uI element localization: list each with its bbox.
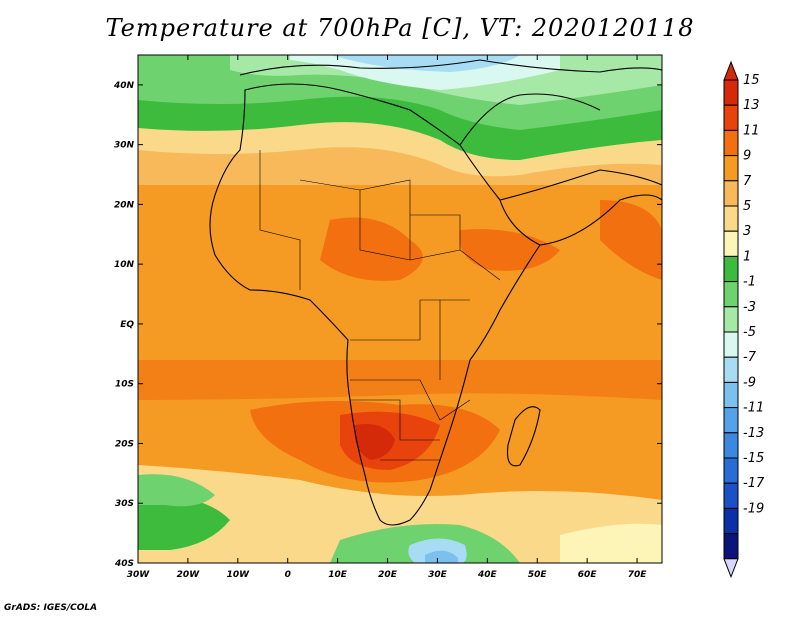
field-patch-indian-ocean-pale (560, 523, 662, 563)
lat-tick-label: 10S (115, 380, 134, 390)
colorbar-label: 13 (743, 98, 760, 113)
field-patch-south-atlantic-lightgreen (138, 474, 215, 507)
lat-tick-label: 30S (115, 499, 134, 509)
colorbar-label: -7 (743, 350, 757, 365)
lat-tick-label: 20S (115, 439, 134, 449)
colorbar-box (723, 255, 739, 283)
colorbar-box (723, 129, 739, 157)
lon-tick-label: 20E (378, 570, 398, 580)
colorbar-box (723, 155, 739, 182)
colorbar-label: -13 (743, 426, 764, 441)
colorbar-label: -17 (743, 476, 765, 491)
colorbar-label: -9 (743, 375, 756, 390)
colorbar-box (723, 407, 739, 434)
colorbar-label: 15 (743, 73, 760, 88)
lon-tick-label: 0 (285, 570, 291, 580)
colorbar-box (723, 104, 739, 131)
colorbar-label: 9 (743, 149, 751, 164)
colorbar-label: 5 (743, 199, 751, 214)
field-band-lightblue (330, 55, 520, 72)
colorbar-label: -3 (743, 300, 756, 315)
lat-tick-label: 10N (114, 260, 135, 270)
colorbar-bottom-arrow (723, 558, 739, 579)
lon-tick-label: 50E (528, 570, 548, 580)
colorbar-label: 3 (743, 224, 751, 239)
field-band-south-pale (138, 465, 662, 563)
africa-coast (209, 83, 541, 526)
colorbar-box (723, 79, 739, 106)
lat-tick-label: 40N (113, 81, 135, 91)
lat-tick-label: 40S (114, 559, 134, 569)
colorbar: 15 13 11 9 7 5 3 1 -1 -3 -5 -7 -9 -11 -13 -15 -17 -19 (723, 60, 765, 579)
colorbar-box (723, 356, 739, 383)
credit-text: GrADS: IGES/COLA (4, 603, 98, 613)
colorbar-label: -19 (743, 501, 764, 516)
lat-tick-label: EQ (120, 320, 134, 330)
plot-frame (137, 54, 663, 564)
colorbar-box (723, 432, 739, 459)
field-patch-hot-core (354, 424, 395, 460)
field-patch-ethiopia (459, 229, 560, 271)
colorbar-label: -1 (743, 275, 756, 290)
page-title: Temperature at 700hPa [C], VT: 202012011… (105, 14, 695, 42)
colorbar-box (723, 306, 739, 333)
colorbar-label: 7 (743, 174, 752, 189)
field-patch-arabiansea (600, 200, 662, 280)
lat-tick-label: 20N (114, 200, 135, 210)
colorbar-box (723, 205, 739, 232)
colorbar-box (723, 180, 739, 207)
madagascar-coast (506, 406, 541, 467)
colorbar-box (723, 457, 739, 484)
colorbar-box (723, 281, 739, 308)
lon-tick-label: 10W (227, 570, 251, 580)
lon-tick-label: 10E (328, 570, 348, 580)
colorbar-box (723, 482, 739, 509)
field-patch-south-atlantic-green (138, 497, 230, 550)
lon-tick-label: 60E (578, 570, 598, 580)
lon-tick-label: 30W (127, 570, 151, 580)
colorbar-box (723, 507, 739, 535)
lon-tick-label: 20W (177, 570, 201, 580)
country-borders (259, 150, 501, 461)
levant-coast (459, 93, 601, 146)
colorbar-label: 11 (743, 123, 760, 138)
arabia-coast (499, 169, 662, 201)
colorbar-box (723, 381, 739, 409)
lon-tick-label: 70E (628, 570, 648, 580)
field-patch-southern-ocean-colder (425, 550, 458, 563)
field-patch-sahel (320, 217, 423, 281)
colorbar-label: -15 (743, 451, 764, 466)
arabian-sea-coast (539, 194, 662, 246)
colorbar-label: -5 (743, 325, 756, 340)
lat-axis: 40S 30S 20S 10S EQ 10N 20N 30N 40N (113, 81, 662, 569)
lon-axis: 30W 20W 10W 0 10E 20E 30E 40E 50E 60E 70E (127, 55, 647, 580)
lon-tick-label: 30E (428, 570, 448, 580)
europe-coast (239, 59, 662, 76)
lat-tick-label: 30N (114, 141, 135, 151)
lon-tick-label: 40E (477, 570, 498, 580)
coastlines (209, 59, 662, 526)
colorbar-top-arrow (723, 60, 739, 81)
colorbar-label: -11 (743, 401, 764, 416)
temperature-field (138, 55, 662, 563)
colorbar-box (723, 230, 739, 257)
colorbar-box (723, 533, 739, 560)
colorbar-label: 1 (743, 249, 751, 264)
colorbar-box (723, 331, 739, 358)
